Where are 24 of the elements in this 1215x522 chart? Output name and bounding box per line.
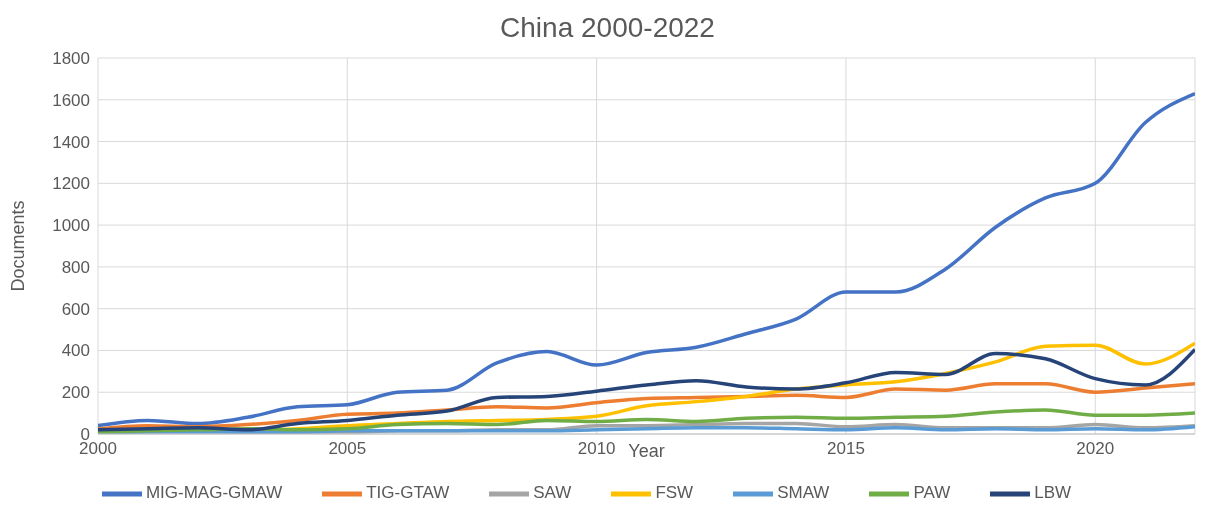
x-tick-label: 2010 — [577, 439, 616, 459]
legend-label: FSW — [655, 483, 694, 503]
legend-label: SAW — [533, 483, 572, 503]
line-series — [98, 91, 1195, 428]
x-axis-title: Year — [628, 440, 665, 461]
y-tick-label: 1800 — [52, 49, 90, 69]
legend-label: TIG-GTAW — [366, 483, 450, 503]
x-tick-label: 2020 — [1076, 439, 1115, 459]
legend-label: PAW — [913, 483, 951, 503]
y-tick-label: 1000 — [52, 216, 90, 236]
chart-title: China 2000-2022 — [500, 12, 715, 43]
y-tick-label: 600 — [61, 299, 90, 319]
x-tick-label: 2005 — [328, 439, 367, 459]
legend-label: LBW — [1034, 483, 1072, 503]
legend-label: MIG-MAG-GMAW — [145, 483, 283, 503]
y-tick-label: 1200 — [52, 174, 90, 194]
legend-label: SMAW — [777, 483, 830, 503]
y-tick-label: 200 — [61, 383, 90, 403]
y-tick-label: 1400 — [52, 132, 90, 152]
y-tick-label: 800 — [61, 257, 90, 277]
y-tick-label: 400 — [61, 341, 90, 361]
x-tick-label: 2015 — [827, 439, 865, 459]
y-tick-label: 1600 — [52, 90, 90, 110]
y-axis-title: Documents — [8, 200, 29, 292]
